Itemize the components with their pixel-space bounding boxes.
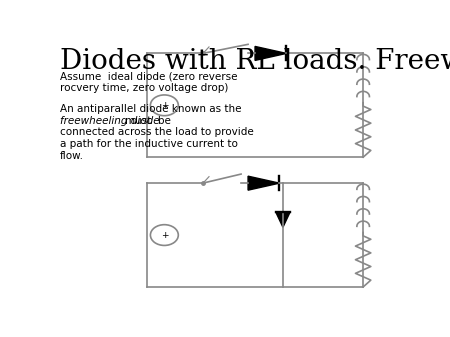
Text: flow.: flow. xyxy=(60,151,84,161)
Text: An antiparallel diode known as the: An antiparallel diode known as the xyxy=(60,104,241,114)
Polygon shape xyxy=(275,212,290,227)
Polygon shape xyxy=(248,176,279,190)
Polygon shape xyxy=(255,47,286,60)
Text: +: + xyxy=(161,101,168,110)
Text: Diodes with RL loads. Freewheeling: Diodes with RL loads. Freewheeling xyxy=(60,48,450,75)
Text: Assume  ideal diode (zero reverse: Assume ideal diode (zero reverse xyxy=(60,71,237,82)
Text: +: + xyxy=(161,231,168,240)
Text: freewheeling diode: freewheeling diode xyxy=(60,116,159,126)
Text: rocvery time, zero voltage drop): rocvery time, zero voltage drop) xyxy=(60,83,228,93)
Text: must  be: must be xyxy=(60,116,171,126)
Text: connected across the load to provide: connected across the load to provide xyxy=(60,127,253,137)
Text: a path for the inductive current to: a path for the inductive current to xyxy=(60,139,238,149)
